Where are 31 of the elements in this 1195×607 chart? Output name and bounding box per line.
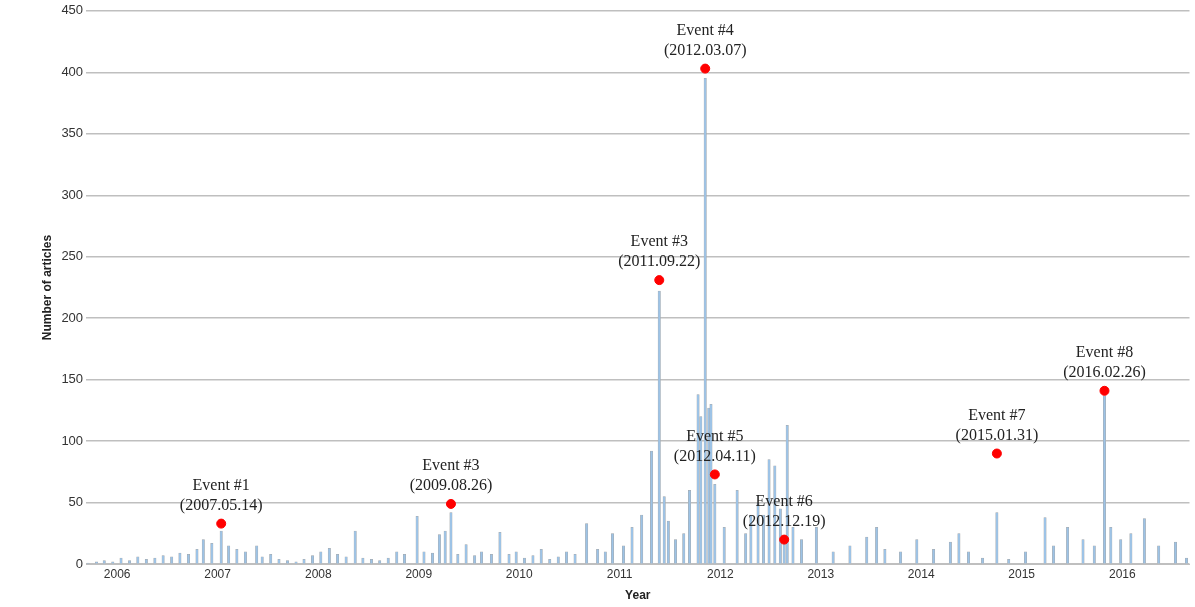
x-tick-label: 2012 (706, 566, 735, 581)
x-tick-label: 2010 (505, 566, 533, 581)
annotation: Event #1 (2007.05.14) (179, 475, 263, 514)
y-tick-label: 350 (61, 125, 84, 141)
y-tick-label: 50 (68, 494, 84, 510)
annotation: Event #4 (2012.03.07) (663, 20, 747, 59)
x-tick-label: 2007 (204, 566, 232, 581)
x-tick-label: 2016 (1109, 566, 1137, 581)
x-axis-title: Year (625, 588, 651, 603)
y-axis-title: Number of articles (39, 234, 54, 341)
x-tick-label: 2009 (405, 566, 433, 581)
x-tick-label: 2015 (1008, 566, 1036, 581)
y-tick-label: 0 (75, 555, 84, 571)
x-tick-label: 2011 (606, 566, 633, 581)
y-tick-label: 450 (61, 2, 84, 18)
x-tick-label: 2014 (907, 566, 935, 581)
x-tick-label: 2008 (304, 566, 332, 581)
y-tick-label: 300 (61, 186, 84, 202)
y-tick-label: 250 (61, 248, 84, 264)
y-tick-label: 400 (61, 63, 84, 79)
annotation: Event #6 (2012.12.19) (742, 491, 826, 530)
x-tick-label: 2013 (807, 566, 835, 581)
annotation: Event #8 (2016.02.26) (1063, 343, 1146, 381)
annotation: Event #7 (2015.01.31) (955, 405, 1039, 444)
y-tick-label: 150 (61, 371, 84, 387)
annotation: Event #3 (2011.09.22) (618, 232, 701, 271)
y-tick-label: 100 (61, 432, 84, 448)
annotation: Event #3 (2009.08.26) (409, 456, 493, 495)
x-tick-label: 2006 (103, 566, 131, 581)
y-tick-label: 200 (61, 309, 84, 325)
annotation: Event #5 (2012.04.11) (673, 426, 756, 465)
